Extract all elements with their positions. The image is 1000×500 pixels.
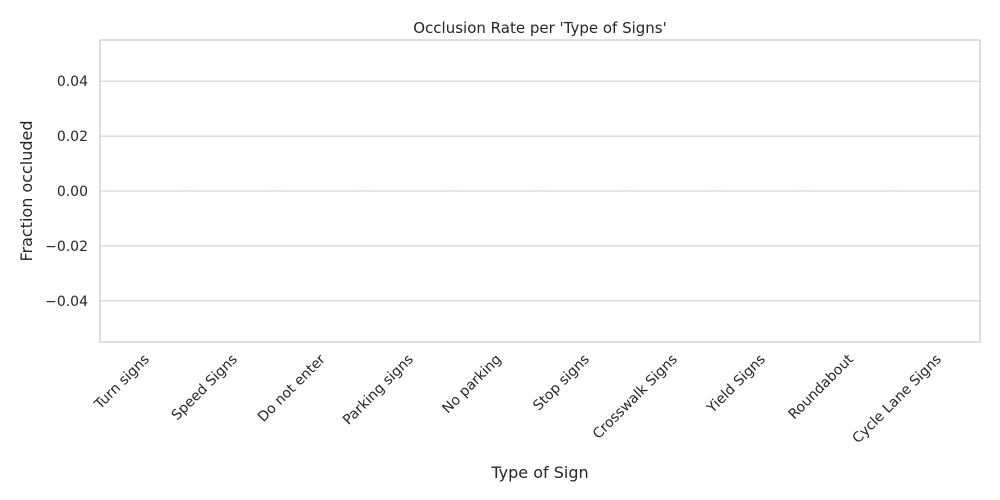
bar: [108, 190, 180, 192]
x-tick-label: Yield Signs: [703, 352, 768, 417]
plot-frame: [99, 39, 981, 343]
x-tick-label: Speed Signs: [169, 352, 241, 424]
x-tick-label: Crosswalk Signs: [590, 352, 681, 443]
x-tick-label: Stop signs: [530, 352, 593, 415]
bar: [636, 190, 708, 192]
x-tick-label: Parking signs: [340, 352, 417, 429]
x-tick-label: Cycle Lane Signs: [849, 352, 944, 447]
bar: [724, 190, 796, 192]
x-tick-label: Do not enter: [255, 351, 329, 425]
bar: [460, 190, 532, 192]
y-tick-label: 0.04: [57, 74, 88, 90]
x-tick-labels: Turn signs Speed Signs Do not enter Parking…: [91, 351, 945, 447]
bars: [108, 190, 972, 192]
chart-title: Occlusion Rate per 'Type of Signs': [413, 19, 666, 37]
bar: [812, 190, 884, 192]
y-tick-label: −0.02: [45, 239, 88, 255]
x-axis-label: Type of Sign: [490, 463, 588, 482]
bar: [548, 190, 620, 192]
y-axis-label: Fraction occluded: [17, 120, 36, 261]
bar: [284, 190, 356, 192]
x-tick-label: No parking: [439, 352, 504, 417]
y-tick-label: 0.00: [57, 184, 88, 200]
bar: [372, 190, 444, 192]
x-tick-label: Roundabout: [786, 351, 858, 423]
y-tick-labels: −0.04 −0.02 0.00 0.02 0.04: [45, 74, 88, 310]
x-tick-label: Turn signs: [91, 352, 153, 414]
y-tick-label: 0.02: [57, 129, 88, 145]
y-tick-label: −0.04: [45, 294, 88, 310]
bar: [900, 190, 972, 192]
bar: [196, 190, 268, 192]
